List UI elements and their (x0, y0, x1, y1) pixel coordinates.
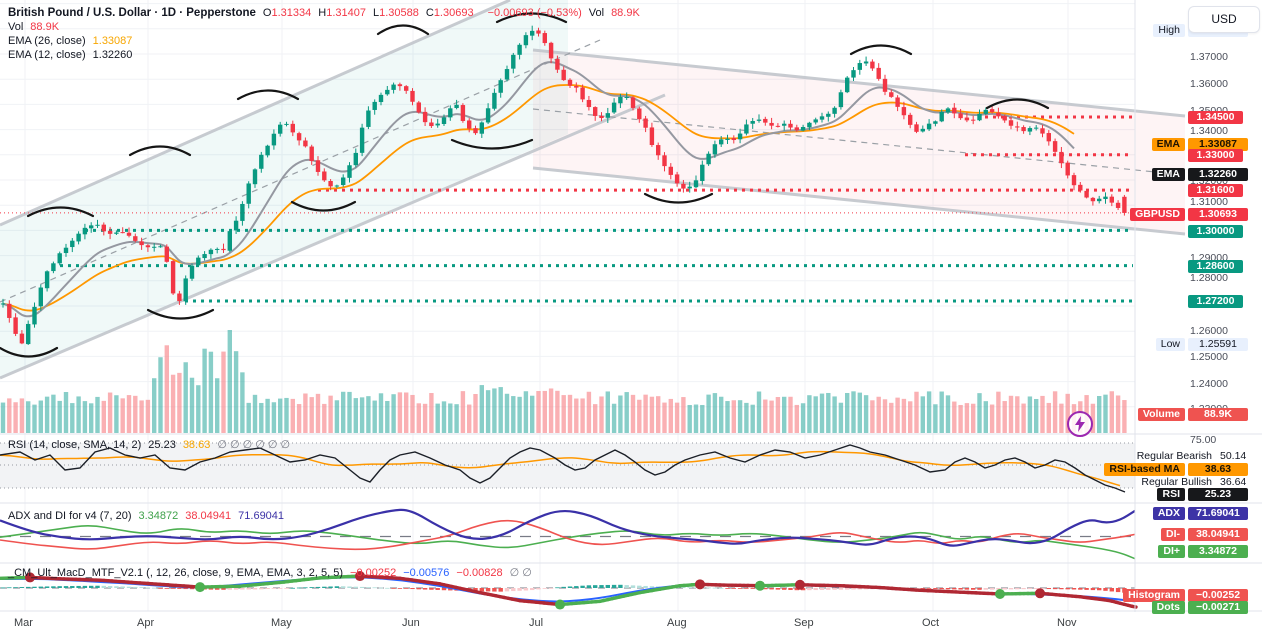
ohlc-key: O (262, 7, 272, 19)
ohlc-key: H (318, 7, 327, 19)
time-axis-month-label: May (271, 617, 292, 629)
ema26-value: 1.33087 (92, 35, 133, 47)
ohlc-value: 1.30588 (379, 7, 419, 19)
rsi-empty-values: ∅ ∅ ∅ ∅ ∅ ∅ (217, 439, 291, 451)
adx-title[interactable]: ADX and DI for v4 (7, 20) (8, 510, 132, 522)
vol-value: 88.9K (611, 7, 640, 19)
ohlc-value: 1.31407 (326, 7, 366, 19)
time-axis-month-label: Sep (794, 617, 814, 629)
time-axis[interactable]: Mar Apr May Jun Jul Aug Sep Oct Nov (0, 612, 1262, 638)
ohlc-values: O1.31334 H1.31407 L1.30588 C1.30693 (263, 7, 481, 19)
symbol-row: British Pound / U.S. Dollar · 1D · Peppe… (8, 6, 647, 20)
ema12-legend-row: EMA (12, close) 1.32260 (8, 48, 647, 62)
macd-title[interactable]: _CM_Ult_MacD_MTF_V2.1 (, 12, 26, close, … (8, 567, 344, 579)
ema26-label[interactable]: EMA (26, close) (8, 35, 86, 47)
currency-toggle-button[interactable]: USD (1188, 6, 1260, 33)
time-axis-month-label: Aug (667, 617, 687, 629)
ohlc-value: 1.31334 (271, 7, 312, 19)
di-minus-value: 38.04941 (185, 510, 232, 522)
volume-legend-row: Vol 88.9K (8, 20, 647, 34)
time-axis-month-label: Jun (402, 617, 420, 629)
macd-empty-values: ∅ ∅ (509, 567, 532, 579)
time-axis-month-label: Mar (14, 617, 33, 629)
symbol-title[interactable]: British Pound / U.S. Dollar · 1D · Peppe… (8, 7, 256, 19)
rsi-value: 25.23 (148, 439, 176, 451)
volume-indicator-value: 88.9K (30, 21, 60, 33)
main-legend: British Pound / U.S. Dollar · 1D · Peppe… (8, 6, 647, 62)
rsi-ma-value: 38.63 (182, 439, 211, 451)
macd-legend: _CM_Ult_MacD_MTF_V2.1 (, 12, 26, close, … (8, 566, 539, 579)
vol-label: Vol (588, 7, 605, 19)
adx-value: 71.69041 (238, 510, 285, 522)
time-axis-month-label: Nov (1057, 617, 1077, 629)
macd-signal-value: −0.00828 (456, 567, 503, 579)
adx-legend: ADX and DI for v4 (7, 20) 3.34872 38.04941… (8, 510, 291, 522)
rsi-title[interactable]: RSI (14, close, SMA, 14, 2) (8, 439, 142, 451)
rsi-legend: RSI (14, close, SMA, 14, 2) 25.23 38.63 ∅ ∅… (8, 438, 297, 451)
ema26-legend-row: EMA (26, close) 1.33087 (8, 34, 647, 48)
ema12-label[interactable]: EMA (12, close) (8, 49, 86, 61)
change-value: −0.00693 (−0.53%) (487, 7, 582, 19)
macd-histogram-value: −0.00252 (350, 567, 397, 579)
di-plus-value: 3.34872 (138, 510, 179, 522)
lightning-trade-icon[interactable] (1067, 411, 1093, 437)
volume-indicator-label[interactable]: Vol (8, 21, 24, 33)
ohlc-value: 1.30693 (433, 7, 474, 19)
time-axis-month-label: Jul (529, 617, 544, 629)
ema12-value: 1.32260 (92, 49, 133, 61)
time-axis-month-label: Apr (137, 617, 155, 629)
lightning-bolt-icon (1075, 416, 1085, 432)
ohlc-key: C (425, 7, 434, 19)
ohlc-key: L (372, 7, 380, 19)
time-axis-month-label: Oct (922, 617, 940, 629)
macd-line-value: −0.00576 (403, 567, 450, 579)
